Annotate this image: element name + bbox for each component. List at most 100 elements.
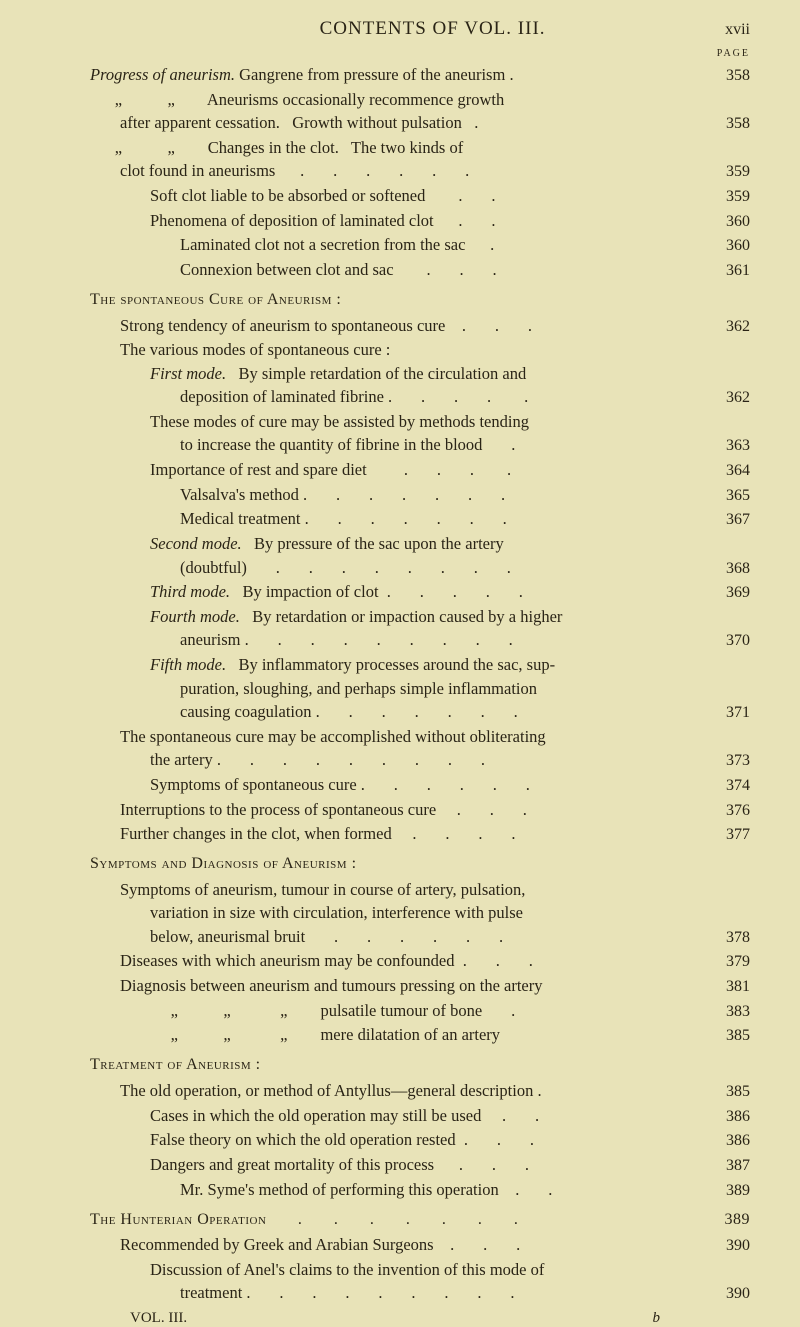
entry-text: causing coagulation . . . . . . . <box>180 700 518 723</box>
entry-page-number: 359 <box>712 161 750 184</box>
toc-entry: Soft clot liable to be absorbed or softe… <box>90 184 750 209</box>
page-roman-numeral: xvii <box>725 21 750 39</box>
toc-entry: variation in size with circulation, inte… <box>90 901 750 924</box>
toc-entry: aneurism . . . . . . . . .370 <box>90 628 750 653</box>
toc-entry: Dangers and great mortality of this proc… <box>90 1153 750 1178</box>
toc-entry: Interruptions to the process of spontane… <box>90 798 750 823</box>
entry-text: Medical treatment . . . . . . . <box>180 507 507 530</box>
section-heading: Treatment of Aneurism : <box>90 1054 750 1077</box>
toc-entry: These modes of cure may be assisted by m… <box>90 410 750 433</box>
entry-page-number: 369 <box>712 582 750 605</box>
entry-page-number: 367 <box>712 509 750 532</box>
heading-text: The spontaneous Cure of Aneurism : <box>90 289 341 312</box>
entry-text: Diseases with which aneurism may be conf… <box>120 949 533 972</box>
entry-text: Progress of aneurism. Gangrene from pres… <box>90 63 514 86</box>
entry-text: Recommended by Greek and Arabian Surgeon… <box>120 1233 520 1256</box>
entry-page-number: 386 <box>712 1106 750 1129</box>
entry-text: the artery . . . . . . . . . <box>150 748 485 771</box>
toc-entry: clot found in aneurisms . . . . . . 359 <box>90 159 750 184</box>
entry-page-number: 378 <box>712 927 750 950</box>
entry-text: The spontaneous cure may be accomplished… <box>120 725 546 748</box>
toc-entry: Importance of rest and spare diet . . . … <box>90 458 750 483</box>
toc-entry: Fifth mode. By inflammatory processes ar… <box>90 653 750 676</box>
toc-entry: Recommended by Greek and Arabian Surgeon… <box>90 1233 750 1258</box>
toc-entry: Symptoms of aneurism, tumour in course o… <box>90 878 750 901</box>
contents-list: Progress of aneurism. Gangrene from pres… <box>90 63 750 1306</box>
entry-text: Symptoms of spontaneous cure . . . . . . <box>150 773 530 796</box>
italic-text: Fifth mode. <box>150 655 226 674</box>
toc-entry: Progress of aneurism. Gangrene from pres… <box>90 63 750 88</box>
entry-page-number: 359 <box>712 186 750 209</box>
entry-text: Strong tendency of aneurism to spontaneo… <box>120 314 532 337</box>
toc-entry: Discussion of Anel's claims to the inven… <box>90 1258 750 1281</box>
toc-entry: Laminated clot not a secretion from the … <box>90 233 750 258</box>
toc-entry: Further changes in the clot, when formed… <box>90 822 750 847</box>
entry-text: below, aneurismal bruit . . . . . . <box>150 925 503 948</box>
toc-entry: „ „ „ pulsatile tumour of bone . 383 <box>90 999 750 1024</box>
entry-page-number: 361 <box>712 260 750 283</box>
toc-entry: False theory on which the old operation … <box>90 1128 750 1153</box>
entry-page-number: 389 <box>712 1180 750 1203</box>
entry-page-number: 362 <box>712 387 750 410</box>
toc-entry: after apparent cessation. Growth without… <box>90 111 750 136</box>
entry-text: The various modes of spontaneous cure : <box>120 338 390 361</box>
italic-text: Fourth mode. <box>150 607 240 626</box>
entry-page-number: 358 <box>712 113 750 136</box>
entry-text: „ „ „ mere dilatation of an artery <box>150 1023 500 1046</box>
entry-page-number: 381 <box>712 976 750 999</box>
section-heading: Symptoms and Diagnosis of Aneurism : <box>90 853 750 876</box>
entry-text: Further changes in the clot, when formed… <box>120 822 515 845</box>
toc-entry: the artery . . . . . . . . .373 <box>90 748 750 773</box>
entry-page-number: 371 <box>712 702 750 725</box>
entry-page-number: 365 <box>712 485 750 508</box>
entry-text: after apparent cessation. Growth without… <box>120 111 478 134</box>
toc-entry: Medical treatment . . . . . . . 367 <box>90 507 750 532</box>
toc-entry: to increase the quantity of fibrine in t… <box>90 433 750 458</box>
heading-text: The Hunterian Operation . . . . . . . <box>90 1209 518 1232</box>
entry-text: False theory on which the old operation … <box>150 1128 534 1151</box>
entry-page-number: 368 <box>712 558 750 581</box>
entry-text: Symptoms of aneurism, tumour in course o… <box>120 878 525 901</box>
entry-text: (doubtful) . . . . . . . . <box>180 556 511 579</box>
entry-page-number: 376 <box>712 800 750 823</box>
volume-label: VOL. III. <box>130 1310 187 1327</box>
page-column-label: PAGE <box>90 48 750 59</box>
entry-page-number: 390 <box>712 1283 750 1306</box>
entry-text: Phenomena of deposition of laminated clo… <box>150 209 496 232</box>
toc-entry: causing coagulation . . . . . . . 371 <box>90 700 750 725</box>
toc-entry: „ „ Aneurisms occasionally recommence gr… <box>90 88 750 111</box>
entry-text: Mr. Syme's method of performing this ope… <box>180 1178 552 1201</box>
entry-text: Cases in which the old operation may sti… <box>150 1104 539 1127</box>
toc-entry: Cases in which the old operation may sti… <box>90 1104 750 1129</box>
entry-text: deposition of laminated fibrine . . . . … <box>180 385 528 408</box>
header-title: CONTENTS OF VOL. III. <box>140 18 725 40</box>
entry-text: „ „ Aneurisms occasionally recommence gr… <box>90 88 504 111</box>
entry-page-number: 385 <box>712 1025 750 1048</box>
entry-text: Laminated clot not a secretion from the … <box>180 233 494 256</box>
toc-entry: Diseases with which aneurism may be conf… <box>90 949 750 974</box>
entry-text: clot found in aneurisms . . . . . . <box>120 159 469 182</box>
entry-page-number: 387 <box>712 1155 750 1178</box>
entry-page-number: 360 <box>712 235 750 258</box>
entry-text: These modes of cure may be assisted by m… <box>150 410 529 433</box>
toc-entry: Valsalva's method . . . . . . .365 <box>90 483 750 508</box>
entry-page-number: 362 <box>712 316 750 339</box>
entry-text: Fourth mode. By retardation or impaction… <box>150 605 562 628</box>
entry-text: „ „ „ pulsatile tumour of bone . <box>150 999 515 1022</box>
toc-entry: (doubtful) . . . . . . . . 368 <box>90 556 750 581</box>
signature-mark: b <box>653 1310 661 1327</box>
toc-entry: First mode. By simple retardation of the… <box>90 362 750 385</box>
entry-page-number: 383 <box>712 1001 750 1024</box>
entry-text: to increase the quantity of fibrine in t… <box>180 433 515 456</box>
entry-text: Diagnosis between aneurism and tumours p… <box>120 974 542 997</box>
entry-text: First mode. By simple retardation of the… <box>150 362 526 385</box>
entry-page-number: 363 <box>712 435 750 458</box>
toc-entry: „ „ Changes in the clot. The two kinds o… <box>90 136 750 159</box>
entry-text: Importance of rest and spare diet . . . … <box>150 458 511 481</box>
page-footer: VOL. III. b <box>90 1310 750 1327</box>
entry-text: Connexion between clot and sac . . . <box>180 258 497 281</box>
entry-text: variation in size with circulation, inte… <box>150 901 523 924</box>
entry-page-number: 358 <box>712 65 750 88</box>
page-header: CONTENTS OF VOL. III. xvii <box>90 18 750 40</box>
section-heading: The spontaneous Cure of Aneurism : <box>90 289 750 312</box>
